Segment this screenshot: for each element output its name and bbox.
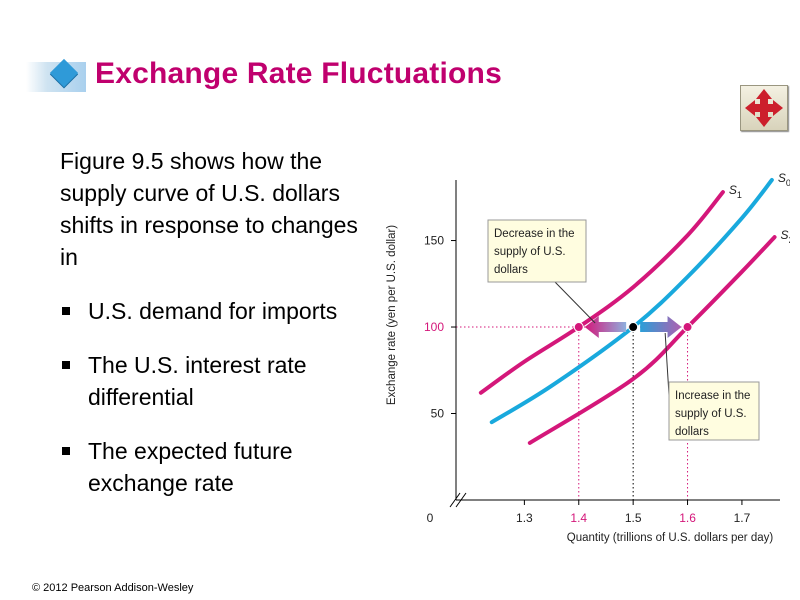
bullet-text: The expected future exchange rate: [88, 438, 293, 496]
bullet-item: U.S. demand for imports: [60, 295, 380, 327]
x-tick-label: 1.3: [516, 511, 533, 525]
x-axis-label: Quantity (trillions of U.S. dollars per …: [567, 532, 774, 544]
annotation-text: supply of U.S.: [675, 408, 747, 420]
shift-right-arrow: [640, 316, 682, 339]
shift-left-arrow: [584, 316, 627, 339]
square-bullet-icon: [62, 361, 70, 369]
annotation-leader-line: [664, 332, 670, 396]
chart-axes: [449, 180, 780, 508]
exchange-rate-chart: 0 1.3 1.4 1.5 1.6 1.7 50 100 150 Quantity (trilli…: [386, 171, 790, 544]
bullet-item: The U.S. interest rate differential: [60, 349, 380, 413]
annotation-box: [487, 219, 587, 283]
annotation-text: Decrease in the: [494, 228, 575, 240]
x-tick-label: 0: [427, 511, 434, 525]
navigation-button[interactable]: [740, 85, 788, 131]
y-tick-label: 50: [431, 407, 445, 421]
y-axis-label: Exchange rate (yen per U.S. dollar): [386, 225, 398, 405]
equilibrium-point: [573, 322, 584, 333]
square-bullet-icon: [62, 447, 70, 455]
slide-title: Exchange Rate Fluctuations: [95, 57, 502, 90]
bullet-text: The U.S. interest rate differential: [88, 352, 307, 410]
y-tick-label: 150: [424, 234, 444, 248]
bullet-text: U.S. demand for imports: [88, 298, 338, 324]
x-tick-label: 1.7: [734, 511, 751, 525]
x-tick-label: 1.4: [570, 511, 587, 525]
annotation-text: supply of U.S.: [494, 246, 566, 258]
supply-curve-s1: [478, 190, 725, 395]
bullet-list: U.S. demand for imports The U.S. interes…: [60, 295, 380, 521]
annotation-box: [668, 381, 760, 441]
axis-break-mark: [449, 492, 461, 508]
annotation-leader-line: [554, 281, 596, 324]
curve-label: S1: [729, 183, 742, 200]
annotation-text: dollars: [675, 426, 709, 438]
x-tick-label: 1.6: [679, 511, 696, 525]
x-tick-label: 1.5: [625, 511, 642, 525]
equilibrium-point: [628, 322, 639, 333]
annotation-text: dollars: [494, 264, 528, 276]
copyright-text: © 2012 Pearson Addison-Wesley: [32, 582, 194, 594]
bullet-item: The expected future exchange rate: [60, 435, 380, 499]
square-bullet-icon: [62, 307, 70, 315]
annotation-text: Increase in the: [675, 390, 750, 402]
y-tick-label: 100: [424, 320, 444, 334]
intro-text: Figure 9.5 shows how the supply curve of…: [60, 148, 358, 270]
curve-label: S0: [778, 171, 790, 188]
axis-break-mark: [455, 492, 467, 508]
curve-label: S2: [781, 228, 790, 245]
equilibrium-point: [682, 322, 693, 333]
four-way-arrow-icon: [745, 89, 783, 127]
supply-curve-s2: [527, 235, 777, 445]
supply-curve-s0: [489, 178, 774, 425]
